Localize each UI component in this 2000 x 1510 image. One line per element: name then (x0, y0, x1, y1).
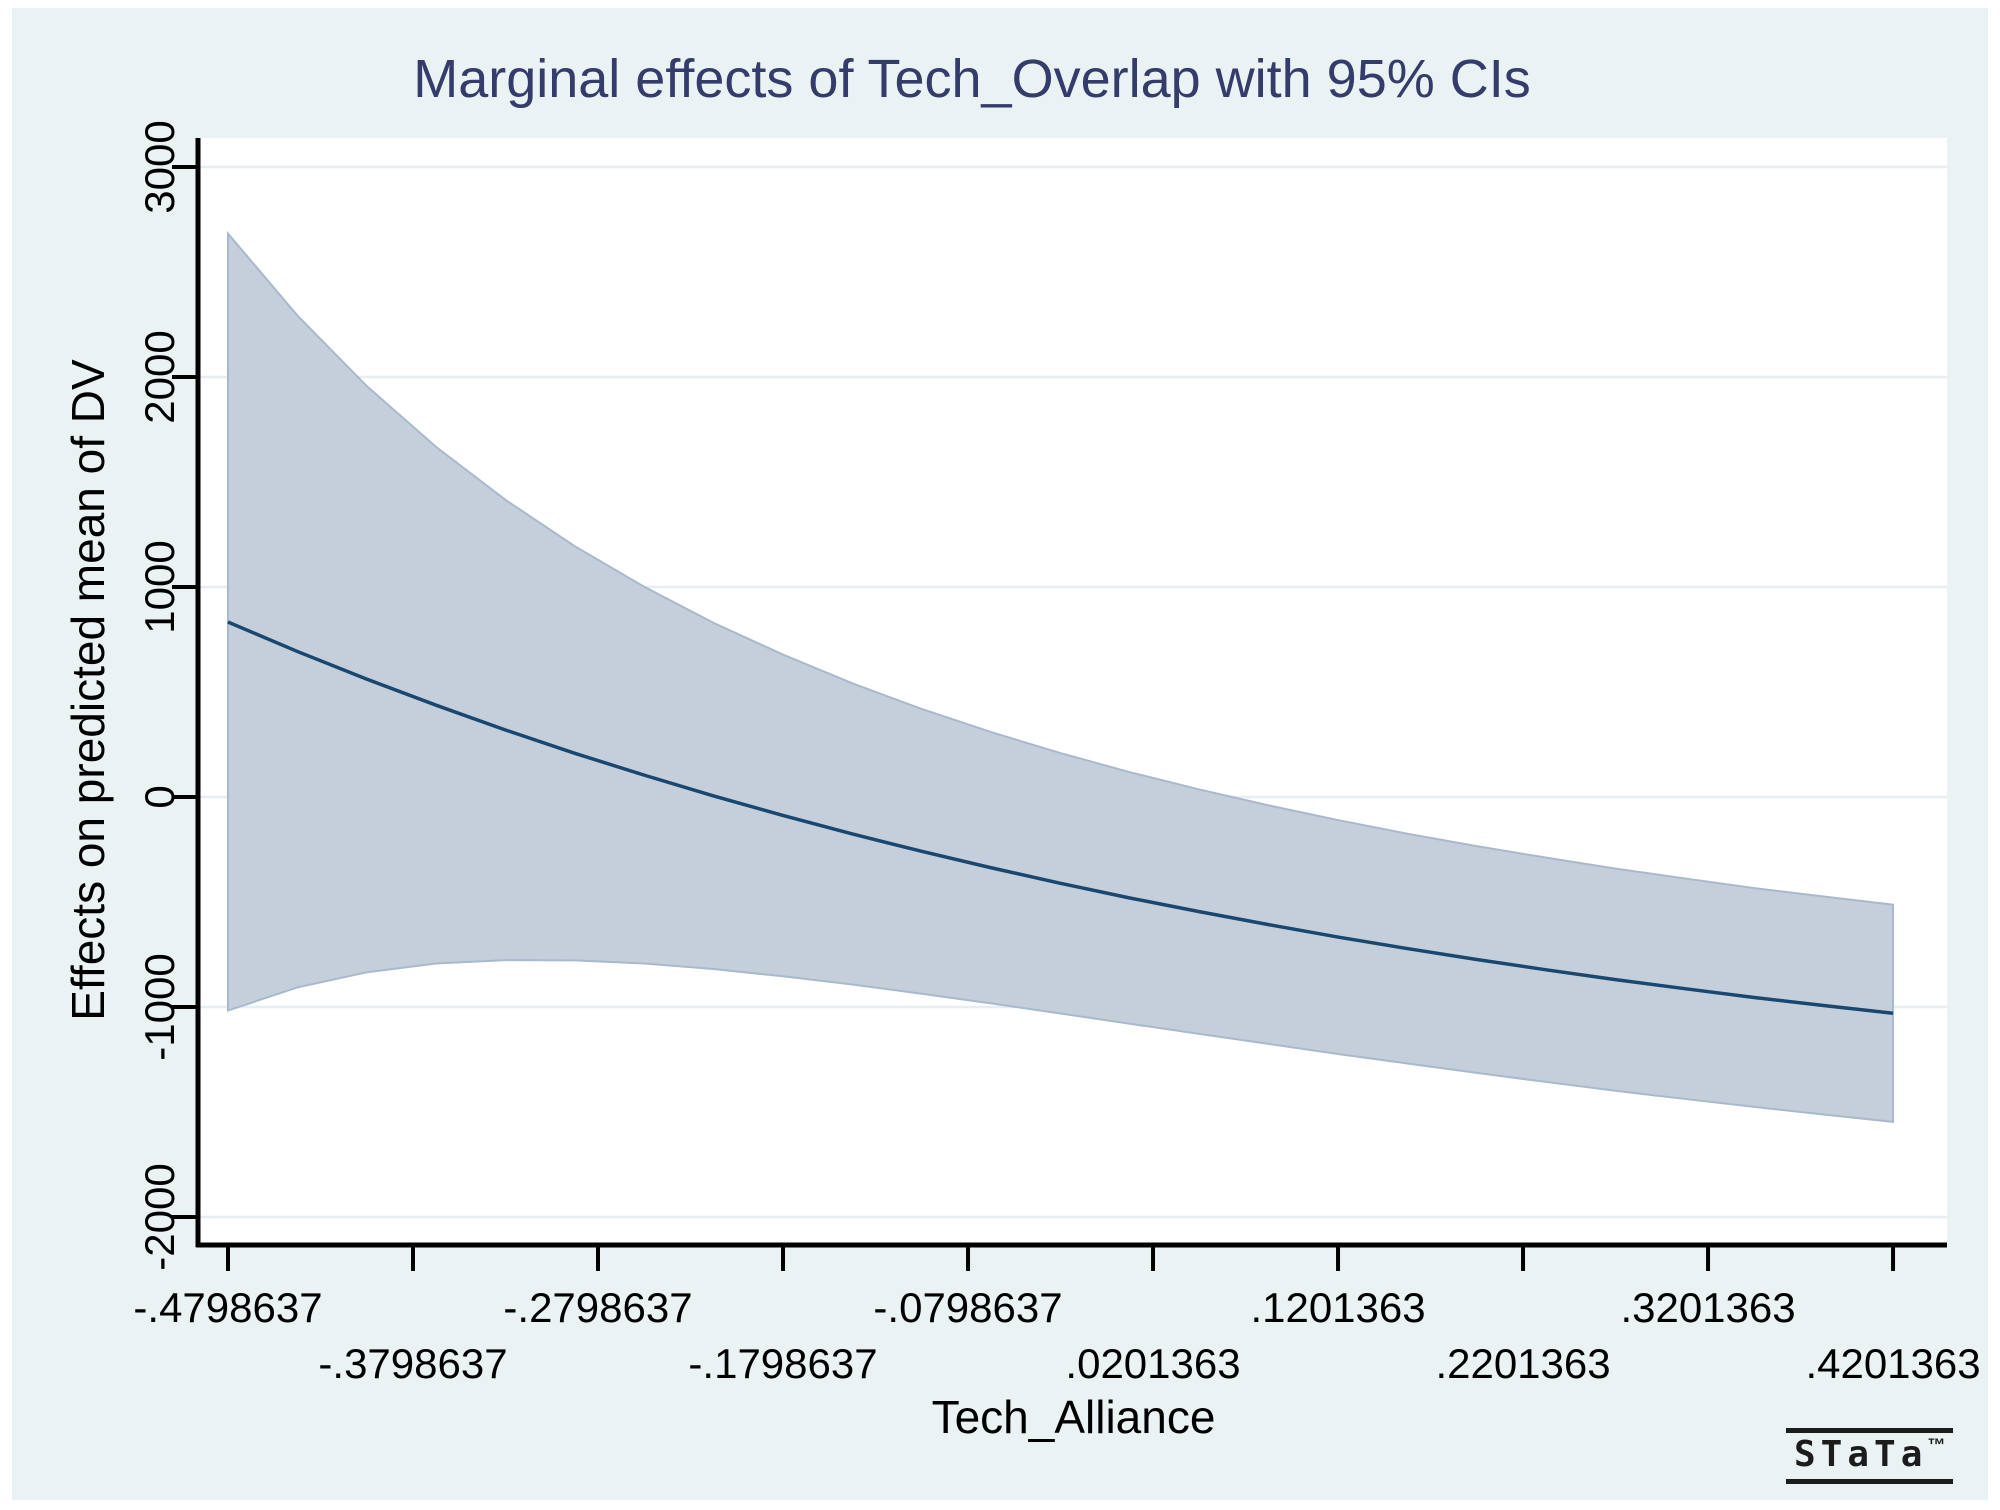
trademark-symbol: ™ (1927, 1435, 1946, 1455)
x-tick-label: -.4798637 (133, 1284, 323, 1331)
x-tick-label: -.1798637 (688, 1340, 878, 1387)
y-tick-label: 2000 (136, 330, 183, 424)
y-tick-label: 0 (136, 785, 183, 809)
x-axis-title: Tech_Alliance (931, 1391, 1216, 1443)
x-tick-label: -.2798637 (503, 1284, 693, 1331)
stata-logo-text: STaTa (1794, 1434, 1928, 1475)
y-tick-label: -1000 (136, 953, 183, 1061)
y-axis-title: Effects on predicted mean of DV (62, 359, 114, 1021)
marginal-effect-line (227, 620, 1894, 1016)
x-tick-label: .2201363 (1435, 1340, 1611, 1387)
chart-title: Marginal effects of Tech_Overlap with 95… (413, 49, 1531, 109)
x-tick-label: .0201363 (1065, 1340, 1241, 1387)
stata-logo: STaTa™ (1786, 1428, 1954, 1484)
x-tick-label: -.0798637 (873, 1284, 1063, 1331)
y-tick-label: 1000 (136, 540, 183, 634)
x-tick-label: .3201363 (1620, 1284, 1796, 1331)
x-tick-label: .1201363 (1250, 1284, 1426, 1331)
x-tick-label: .4201363 (1805, 1340, 1981, 1387)
y-tick-label: -2000 (136, 1163, 183, 1271)
y-tick-label: 3000 (136, 120, 183, 214)
x-tick-label: -.3798637 (318, 1340, 508, 1387)
confidence-band (226, 230, 1894, 1123)
